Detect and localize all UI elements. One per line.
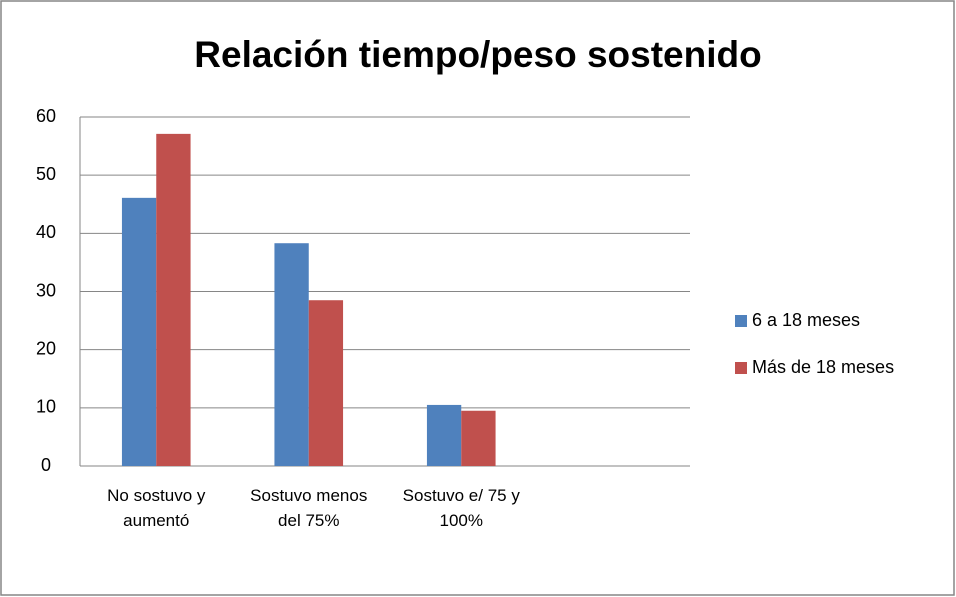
y-tick-label: 60 <box>36 106 56 126</box>
legend-label: Más de 18 meses <box>752 357 894 377</box>
bar <box>121 197 157 466</box>
bar <box>426 404 462 466</box>
x-tick-label: Sostuvo menos del 75% <box>250 486 368 530</box>
y-tick-label: 30 <box>36 280 56 300</box>
legend-swatch <box>735 315 747 327</box>
chart-title: Relación tiempo/peso sostenido <box>194 34 761 75</box>
legend-swatch <box>735 362 747 374</box>
y-tick-label: 0 <box>41 455 51 475</box>
y-tick-label: 50 <box>36 164 56 184</box>
x-tick-label: Sostuvo e/ 75 y 100% <box>402 486 520 530</box>
bar <box>156 133 191 466</box>
x-tick-label: No sostuvo y aumentó <box>107 486 206 530</box>
bar <box>274 243 309 466</box>
legend-label: 6 a 18 meses <box>752 310 860 330</box>
bar <box>308 300 344 466</box>
bar <box>461 410 496 466</box>
y-tick-label: 20 <box>36 338 56 358</box>
y-tick-label: 10 <box>36 397 56 417</box>
y-tick-label: 40 <box>36 222 56 242</box>
